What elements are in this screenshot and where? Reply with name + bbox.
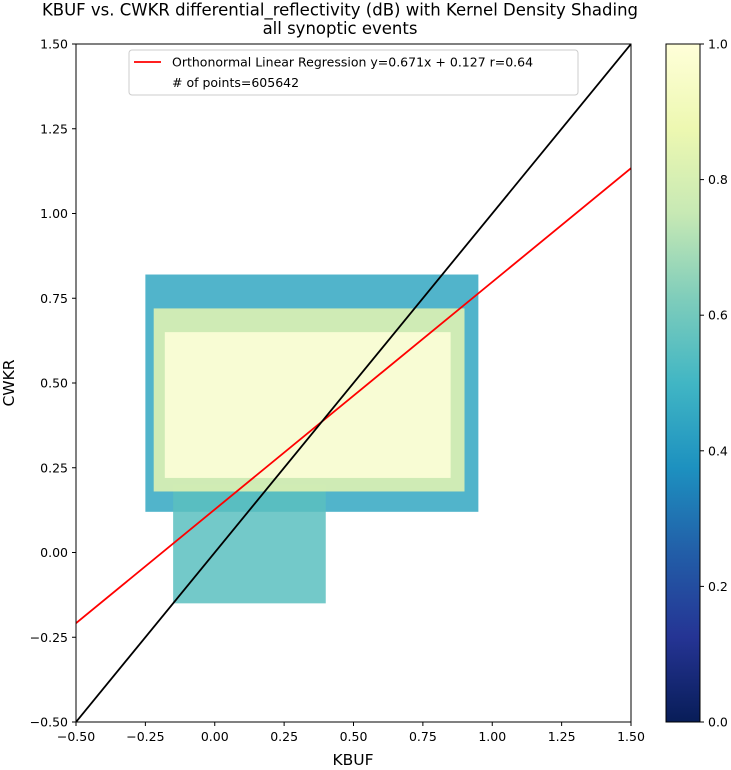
y-tick-label: 0.75: [40, 291, 68, 306]
colorbar-ticks: 0.0 0.2 0.4 0.6 0.8 1.0: [700, 37, 728, 730]
y-tick-label: 1.00: [40, 206, 68, 221]
y-tick-label: −0.25: [30, 630, 68, 645]
legend-label-regression: Orthonormal Linear Regression y=0.671x +…: [172, 55, 533, 70]
x-tick-label: 0.75: [409, 729, 437, 744]
chart-title: KBUF vs. CWKR differential_reflectivity …: [42, 1, 638, 21]
x-tick-label: 1.50: [617, 729, 645, 744]
x-axis-ticks: −0.50 −0.25 0.00 0.25 0.50 0.75 1.00 1.25 1.50: [57, 722, 645, 744]
y-tick-label: 0.00: [40, 545, 68, 560]
colorbar: [665, 43, 701, 723]
y-axis-ticks: −0.50 −0.25 0.00 0.25 0.50 0.75 1.00 1.25 1.50: [30, 37, 76, 730]
colorbar-tick-label: 0.0: [708, 715, 728, 730]
x-tick-label: 0.00: [201, 729, 229, 744]
colorbar-tick-label: 1.0: [708, 37, 728, 52]
colorbar-tick-label: 0.8: [708, 172, 728, 187]
x-tick-label: 0.50: [340, 729, 368, 744]
y-tick-label: 1.25: [40, 121, 68, 136]
density-shading: [145, 274, 479, 604]
x-axis-label: KBUF: [332, 751, 373, 769]
regression-lines: [76, 44, 631, 722]
series-line-1: [76, 44, 631, 722]
x-tick-label: −0.50: [57, 729, 95, 744]
colorbar-tick-label: 0.2: [708, 579, 728, 594]
x-tick-label: 1.25: [548, 729, 576, 744]
y-tick-label: 0.25: [40, 460, 68, 475]
colorbar-tick-label: 0.6: [708, 308, 728, 323]
y-tick-label: −0.50: [30, 715, 68, 730]
y-tick-label: 1.50: [40, 37, 68, 52]
density-region: [173, 484, 326, 604]
x-tick-label: 0.25: [270, 729, 298, 744]
x-tick-label: −0.25: [126, 729, 164, 744]
density-region: [164, 332, 451, 478]
series-line-0: [76, 167, 631, 624]
legend-label-point-count: # of points=605642: [172, 75, 299, 90]
chart-subtitle: all synoptic events: [263, 19, 418, 38]
legend: Orthonormal Linear Regression y=0.671x +…: [128, 49, 579, 96]
colorbar-tick-label: 0.4: [708, 443, 728, 458]
x-tick-label: 1.00: [478, 729, 506, 744]
y-tick-label: 0.50: [40, 376, 68, 391]
y-axis-label: CWKR: [0, 359, 18, 406]
legend-box: [128, 49, 579, 96]
